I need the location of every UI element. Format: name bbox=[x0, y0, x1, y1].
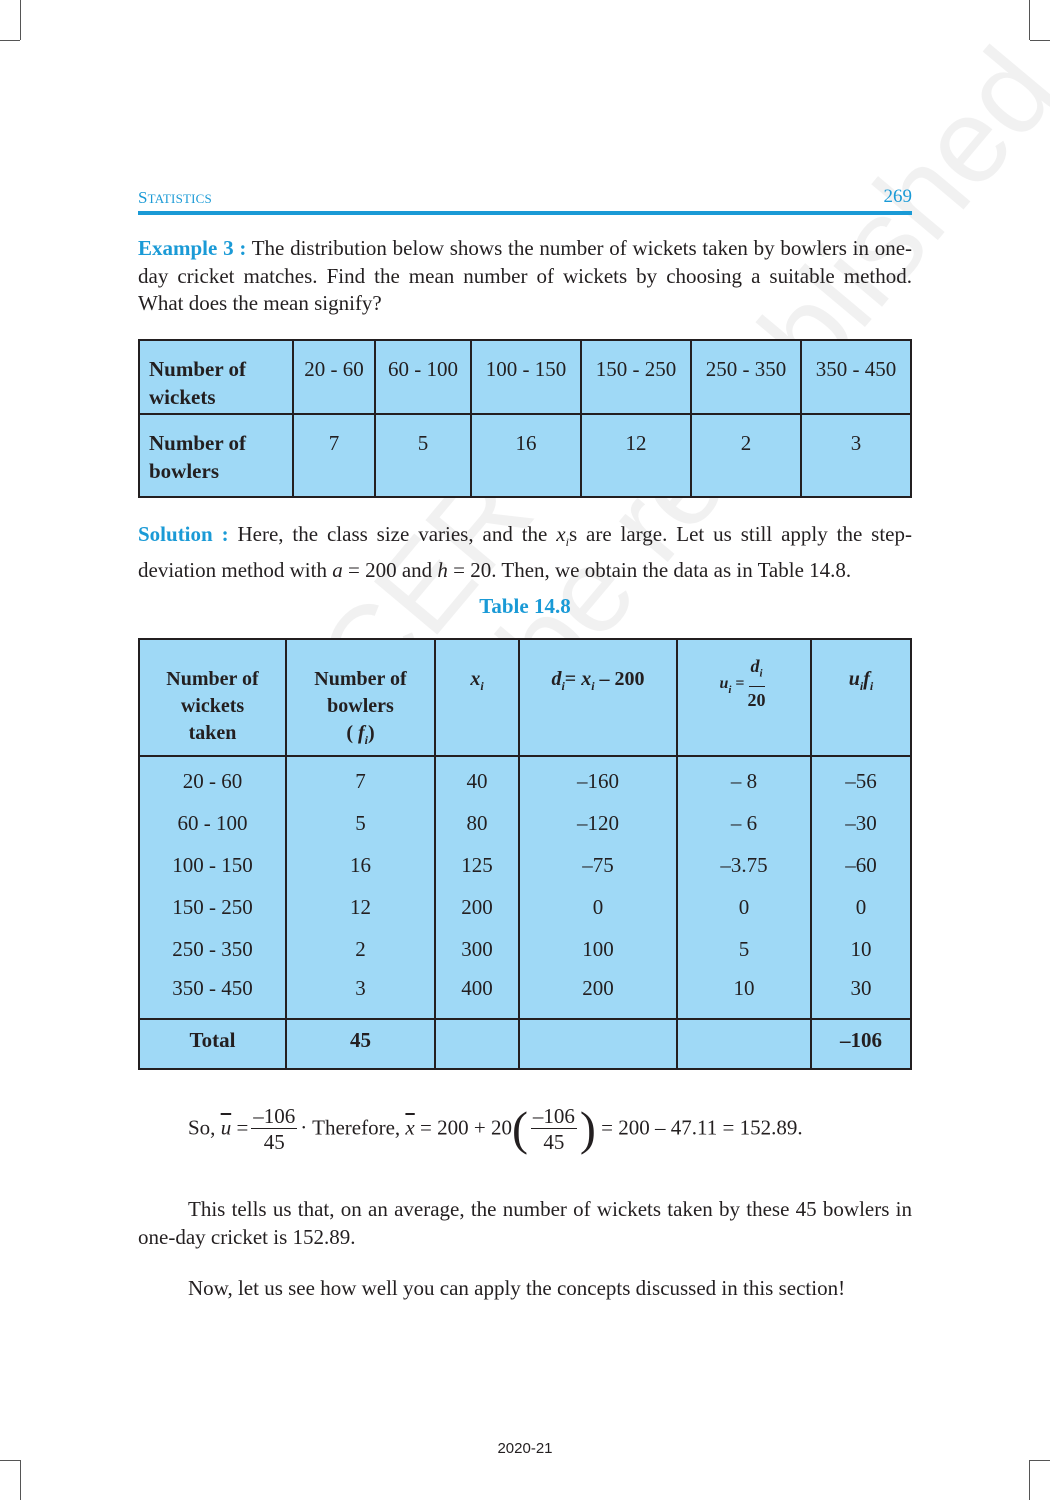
table-cell: 200 bbox=[434, 886, 520, 928]
table-cell: –60 bbox=[810, 844, 912, 886]
table-cell: 100 bbox=[518, 928, 678, 970]
table-cell: 3 bbox=[285, 970, 436, 1020]
table-caption: Table 14.8 bbox=[479, 594, 571, 618]
page-number: 269 bbox=[883, 186, 913, 207]
crop-mark bbox=[20, 0, 21, 40]
table-cell: 350 - 450 bbox=[800, 339, 912, 415]
table-cell: 150 - 250 bbox=[580, 339, 692, 415]
solution-label: Solution : bbox=[138, 522, 229, 546]
table-cell: 12 bbox=[580, 413, 692, 498]
table-cell: 200 bbox=[518, 970, 678, 1020]
header-di: di= xi – 200 bbox=[518, 638, 678, 757]
table-cell: 125 bbox=[434, 844, 520, 886]
crop-mark bbox=[0, 1460, 20, 1461]
table-cell: 2 bbox=[690, 413, 802, 498]
table-cell: 20 - 60 bbox=[292, 339, 376, 415]
table-cell: 300 bbox=[434, 928, 520, 970]
table-header-row: Number of wickets taken Number of bowlers( … bbox=[138, 638, 912, 757]
mean-formula: So, u = –106 45 · Therefore, x = 200 + 20(–… bbox=[188, 1102, 803, 1156]
table-cell bbox=[434, 1018, 520, 1070]
table-cell: – 6 bbox=[676, 802, 812, 844]
closing-paragraph: Now, let us see how well you can apply t… bbox=[188, 1276, 846, 1300]
chapter-title: STATISTICS bbox=[138, 188, 212, 207]
crop-mark bbox=[20, 1460, 21, 1500]
table-cell: 250 - 350 bbox=[690, 339, 802, 415]
table-row: Number of wickets 20 - 60 60 - 100 100 - … bbox=[138, 339, 912, 415]
solution-paragraph: Solution : Here, the class size varies, … bbox=[138, 522, 912, 582]
table-row: 350 - 450 3 400 200 10 30 bbox=[138, 970, 912, 1020]
table-cell: 5 bbox=[285, 802, 436, 844]
distribution-table: Number of wickets 20 - 60 60 - 100 100 - … bbox=[138, 339, 912, 498]
table-cell: 350 - 450 bbox=[138, 970, 287, 1020]
table-cell: 10 bbox=[810, 928, 912, 970]
table-cell: 80 bbox=[434, 802, 520, 844]
header-ui: ui = di 20 bbox=[676, 638, 812, 757]
table-cell: –56 bbox=[810, 755, 912, 802]
total-row: Total 45 –106 bbox=[138, 1018, 912, 1070]
header-bowlers: Number of bowlers( fi) bbox=[285, 638, 436, 757]
table-row: Number of bowlers 7 5 16 12 2 3 bbox=[138, 413, 912, 498]
table-cell: 100 - 150 bbox=[138, 844, 287, 886]
row-header: Number of bowlers bbox=[138, 413, 294, 498]
total-uifi: –106 bbox=[810, 1018, 912, 1070]
table-cell: 7 bbox=[292, 413, 376, 498]
table-cell: 30 bbox=[810, 970, 912, 1020]
table-row: 150 - 250 12 200 0 0 0 bbox=[138, 886, 912, 928]
table-cell: –160 bbox=[518, 755, 678, 802]
header-xi: xi bbox=[434, 638, 520, 757]
table-cell: 5 bbox=[374, 413, 472, 498]
example-paragraph: Example 3 : The distribution below shows… bbox=[138, 235, 912, 318]
table-cell bbox=[518, 1018, 678, 1070]
table-cell: 400 bbox=[434, 970, 520, 1020]
table-cell: 0 bbox=[518, 886, 678, 928]
table-cell: 16 bbox=[285, 844, 436, 886]
example-text: The distribution below shows the number … bbox=[138, 236, 913, 315]
row-header: Number of wickets bbox=[138, 339, 294, 415]
conclusion-paragraph: This tells us that, on an average, the n… bbox=[138, 1197, 912, 1249]
header-wickets: Number of wickets taken bbox=[138, 638, 287, 757]
crop-mark bbox=[0, 40, 20, 41]
table-cell: 60 - 100 bbox=[374, 339, 472, 415]
table-cell: – 8 bbox=[676, 755, 812, 802]
table-cell: 0 bbox=[810, 886, 912, 928]
table-cell: 0 bbox=[676, 886, 812, 928]
crop-mark bbox=[1029, 1460, 1030, 1500]
table-row: 60 - 100 5 80 –120– 6 –30 bbox=[138, 802, 912, 844]
footer-year: 2020-21 bbox=[497, 1440, 553, 1457]
crop-mark bbox=[1030, 40, 1050, 41]
table-cell: 16 bbox=[470, 413, 582, 498]
table-cell: 40 bbox=[434, 755, 520, 802]
table-cell: –3.75 bbox=[676, 844, 812, 886]
crop-mark bbox=[1029, 0, 1030, 40]
table-cell: 60 - 100 bbox=[138, 802, 287, 844]
table-row: 100 - 150 16 125 –75 –3.75 –60 bbox=[138, 844, 912, 886]
table-cell: 250 - 350 bbox=[138, 928, 287, 970]
table-cell: 20 - 60 bbox=[138, 755, 287, 802]
table-cell: 150 - 250 bbox=[138, 886, 287, 928]
table-cell: 2 bbox=[285, 928, 436, 970]
total-label: Total bbox=[138, 1018, 287, 1070]
table-cell: 3 bbox=[800, 413, 912, 498]
total-bowlers: 45 bbox=[285, 1018, 436, 1070]
step-deviation-table: Number of wickets taken Number of bowlers( … bbox=[138, 638, 912, 1070]
table-cell bbox=[676, 1018, 812, 1070]
header-uifi: uifi bbox=[810, 638, 912, 757]
table-row: 250 - 350 2 300 100 5 10 bbox=[138, 928, 912, 970]
table-cell: 7 bbox=[285, 755, 436, 802]
table-cell: 12 bbox=[285, 886, 436, 928]
table-cell: –75 bbox=[518, 844, 678, 886]
example-label: Example 3 : bbox=[138, 236, 247, 260]
header-rule bbox=[138, 211, 912, 215]
crop-mark bbox=[1030, 1460, 1050, 1461]
table-cell: 5 bbox=[676, 928, 812, 970]
table-cell: –120 bbox=[518, 802, 678, 844]
table-cell: –30 bbox=[810, 802, 912, 844]
running-header: STATISTICS 269 bbox=[138, 186, 912, 210]
table-row: 20 - 60 7 40 –160– 8 –56 bbox=[138, 755, 912, 802]
table-cell: 100 - 150 bbox=[470, 339, 582, 415]
table-cell: 10 bbox=[676, 970, 812, 1020]
